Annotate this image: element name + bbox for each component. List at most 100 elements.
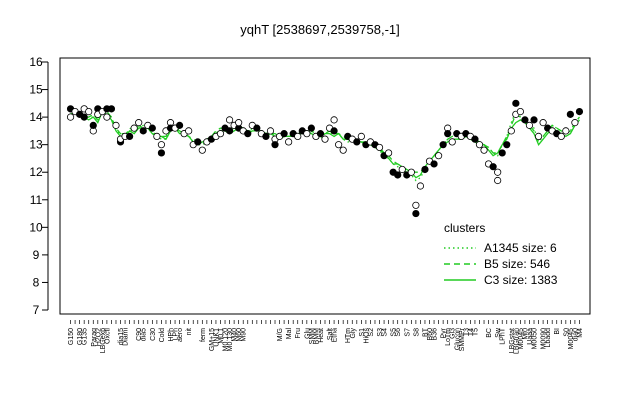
x-tick-label: BC [486, 328, 493, 338]
data-point [575, 108, 584, 116]
data-point [244, 130, 252, 138]
x-tick-label: LBGtran [513, 328, 520, 354]
y-axis: 7 8 9 10 11 12 13 14 15 16 [29, 55, 49, 317]
x-tick-label: C90 [136, 328, 143, 341]
data-point [194, 138, 202, 146]
x-tick-label: M0.120 [223, 328, 230, 351]
y-tick-label: 8 [33, 275, 40, 289]
data-point [285, 138, 293, 146]
x-tick-label: Oxctl [104, 328, 111, 344]
data-point [135, 119, 143, 127]
data-point [85, 108, 93, 116]
x-tick-label: Glucon [454, 328, 461, 350]
data-point [225, 116, 234, 124]
data-point [444, 130, 452, 138]
x-tick-label: M0045 [518, 328, 525, 350]
x-tick-label: T4 [468, 328, 475, 336]
x-tick-label: G180 [77, 328, 84, 345]
data-point [307, 124, 315, 132]
x-tick-label: S2 [368, 328, 375, 337]
x-tick-label: GM+15 [209, 328, 216, 351]
legend: clusters A1345 size: 6 B5 size: 546 C3 s… [444, 221, 558, 287]
data-point [507, 127, 515, 135]
x-tick-label: LBGstat [509, 328, 516, 353]
legend-label-b5: B5 size: 546 [484, 257, 550, 271]
data-point [107, 105, 116, 113]
data-point [416, 182, 425, 190]
series-lines [69, 107, 580, 182]
x-tick-label: Uaaa [527, 328, 534, 345]
x-tick-label: HPh [168, 328, 175, 342]
data-point [303, 130, 311, 138]
data-point [353, 138, 361, 146]
data-point [566, 110, 574, 118]
x-tick-label: Cold [159, 328, 166, 343]
data-point [89, 121, 97, 129]
plot-frame [59, 57, 591, 315]
x-tick-label: S7 [404, 328, 411, 337]
data-point [80, 113, 88, 121]
x-tick-label: BI [554, 328, 561, 335]
y-tick-label: 15 [29, 83, 43, 97]
x-tick-label: dia5 [141, 328, 148, 341]
data-point [530, 116, 538, 124]
data-point [139, 127, 147, 135]
data-point [357, 132, 365, 140]
data-points [66, 99, 584, 218]
data-point [521, 116, 529, 124]
x-tick-label: M0045 [568, 328, 575, 350]
x-tick-label: M90 [241, 328, 248, 342]
x-tick-label: LBGexp [100, 328, 107, 353]
data-point [375, 143, 384, 152]
data-point [126, 132, 134, 140]
x-tick-label: M0090 [541, 328, 548, 350]
data-point [266, 127, 275, 135]
x-tick-label: Pyr [441, 327, 448, 338]
data-point [562, 127, 570, 135]
y-tick-label: 7 [33, 303, 40, 317]
x-tick-label: dia15 [118, 328, 125, 345]
x-tick-label: HiOs [363, 328, 370, 344]
data-point [430, 160, 438, 168]
y-tick-label: 12 [29, 165, 43, 179]
x-tick-label: M40 [232, 328, 239, 342]
x-tick-label: Paraq [91, 328, 98, 347]
data-point [412, 209, 420, 218]
data-point [130, 124, 138, 132]
chart-title: yqhT [2538697,2539758,-1] [240, 22, 400, 37]
x-tick-label: Salt [327, 328, 334, 340]
data-point [112, 121, 120, 129]
data-point [198, 146, 206, 154]
x-tick-label: M0.130 [227, 328, 234, 351]
x-tick-label: S3 [377, 328, 384, 337]
x-tick-label: S0 [563, 328, 570, 337]
y-tick-label: 9 [33, 248, 40, 262]
x-tick-label: H2O2 [95, 328, 102, 346]
y-tick-label: 13 [29, 138, 43, 152]
x-tick-label: BMM [313, 328, 320, 345]
x-tick-label: nit [186, 328, 193, 335]
data-point [330, 116, 338, 124]
data-point [185, 127, 193, 135]
data-point [480, 146, 488, 154]
data-point [235, 119, 243, 127]
data-point [475, 141, 484, 149]
legend-label-a1345: A1345 size: 6 [484, 241, 557, 255]
data-point [385, 149, 393, 157]
x-tick-label: Lbadd [545, 328, 552, 348]
x-tick-label: M60 [236, 328, 243, 342]
x-tick-label: LPh [173, 328, 180, 341]
data-point [539, 119, 547, 127]
data-point [321, 135, 329, 143]
series-line-dotted [69, 107, 580, 182]
x-tick-label: M/G [277, 328, 284, 341]
x-tick-label: Gl3 [450, 328, 457, 339]
x-tick-label: Heat [318, 328, 325, 343]
data-point [271, 141, 279, 149]
x-tick-label: Diami [123, 328, 130, 346]
x-tick-label: SMM [309, 328, 316, 345]
x-tick-label: T5 [472, 328, 479, 336]
data-point [557, 132, 565, 140]
x-tick-label: LoTm [445, 328, 452, 346]
